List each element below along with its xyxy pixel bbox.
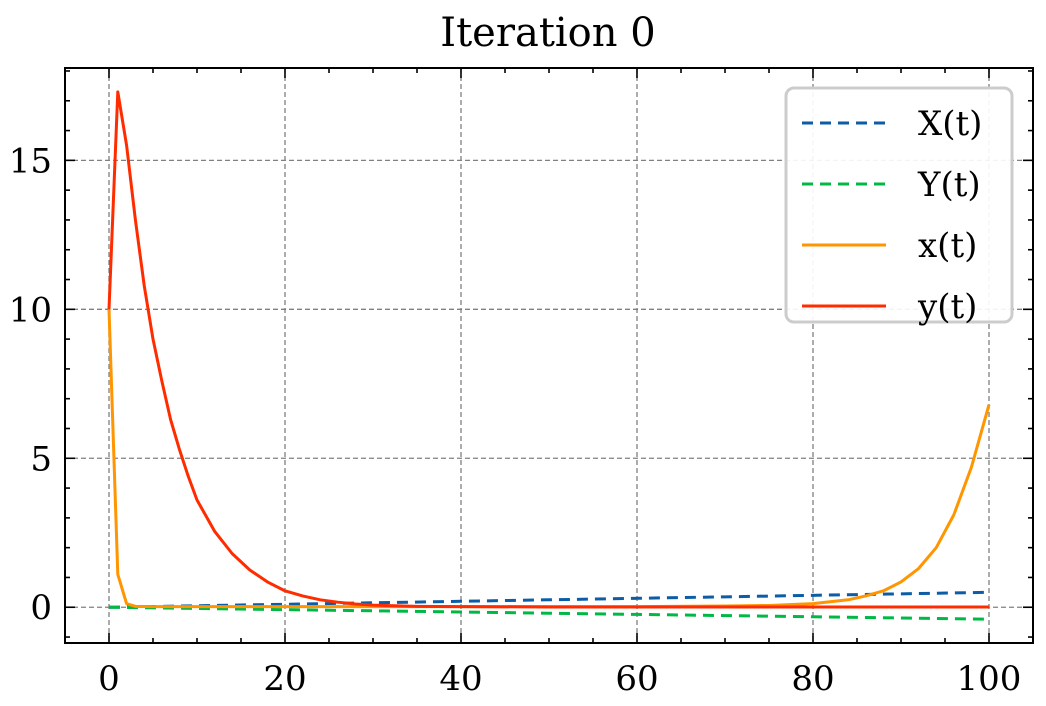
- x-tick-label: 0: [98, 659, 120, 699]
- legend-label: X(t): [918, 104, 982, 144]
- plot-area: [107, 90, 991, 621]
- y-tick-label: 0: [30, 588, 52, 628]
- legend-box: [784, 86, 1014, 324]
- series-line-y(t): [107, 90, 989, 609]
- y-tick-label: 10: [9, 290, 52, 330]
- x-tick-label: 20: [263, 659, 306, 699]
- ticks: 0 20 40 60 80 100 0 5 10 15: [9, 68, 1034, 699]
- x-tick-label: 80: [791, 659, 834, 699]
- legend-label: y(t): [917, 287, 977, 327]
- y-tick-label: 15: [9, 141, 52, 181]
- x-tick-label: 40: [439, 659, 482, 699]
- series-line-Y(t): [108, 605, 990, 621]
- legend: X(t) Y(t) x(t) y(t): [784, 86, 1014, 327]
- series-line-X(t): [108, 590, 990, 609]
- legend-label: x(t): [918, 226, 977, 266]
- y-tick-label: 5: [30, 439, 52, 479]
- x-tick-label: 60: [615, 659, 658, 699]
- x-tick-label: 100: [957, 659, 1022, 699]
- chart-title: Iteration 0: [440, 10, 655, 56]
- legend-label: Y(t): [917, 165, 981, 205]
